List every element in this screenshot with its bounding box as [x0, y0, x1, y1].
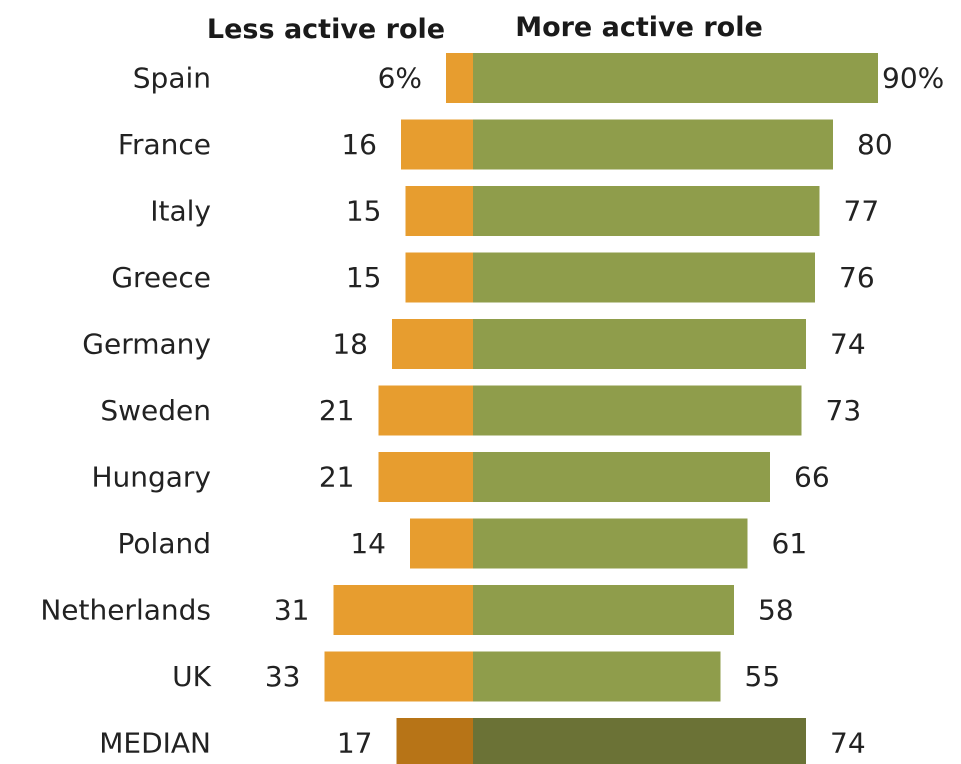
value-less-active-france: 16 — [341, 128, 377, 161]
bar-less-active-poland — [410, 518, 473, 569]
value-more-active-france: 80 — [857, 128, 893, 161]
value-more-active-hungary: 66 — [794, 461, 830, 494]
country-label-germany: Germany — [82, 328, 211, 361]
bar-less-active-netherlands — [333, 585, 473, 635]
value-less-active-netherlands: 31 — [274, 594, 310, 627]
bar-more-active-median — [473, 718, 806, 764]
value-more-active-germany: 74 — [830, 328, 866, 361]
country-label-uk: UK — [172, 660, 211, 693]
bar-more-active-hungary — [473, 452, 770, 502]
value-less-active-hungary: 21 — [319, 461, 355, 494]
value-less-active-italy: 15 — [346, 195, 382, 228]
value-less-active-sweden: 21 — [319, 394, 355, 427]
value-more-active-median: 74 — [830, 727, 866, 760]
value-less-active-spain: 6% — [378, 62, 422, 95]
bar-more-active-germany — [473, 319, 806, 369]
bar-more-active-uk — [473, 651, 721, 702]
bar-less-active-uk — [324, 651, 473, 702]
value-less-active-poland: 14 — [350, 527, 386, 560]
value-more-active-sweden: 73 — [826, 394, 862, 427]
country-label-italy: Italy — [150, 195, 211, 228]
country-label-hungary: Hungary — [91, 461, 211, 494]
bar-less-active-greece — [405, 252, 473, 303]
bar-more-active-spain — [473, 53, 878, 103]
value-less-active-median: 17 — [337, 727, 373, 760]
bar-less-active-hungary — [378, 452, 473, 502]
value-more-active-poland: 61 — [772, 527, 808, 560]
country-label-france: France — [118, 128, 211, 161]
bar-less-active-sweden — [378, 385, 473, 436]
bars-group: Spain 6% 90% France 16 80 Italy 15 77 Greece 15 76 G… — [40, 53, 944, 764]
bar-less-active-france — [401, 119, 473, 170]
country-label-greece: Greece — [111, 261, 211, 294]
bar-more-active-italy — [473, 186, 820, 236]
country-label-spain: Spain — [133, 62, 211, 95]
value-less-active-germany: 18 — [332, 328, 368, 361]
bar-more-active-greece — [473, 252, 815, 303]
bar-less-active-germany — [392, 319, 473, 369]
value-less-active-uk: 33 — [265, 660, 301, 693]
value-less-active-greece: 15 — [346, 261, 382, 294]
bar-less-active-spain — [446, 53, 473, 103]
country-label-poland: Poland — [118, 527, 211, 560]
bar-more-active-sweden — [473, 385, 802, 436]
bar-less-active-italy — [405, 186, 473, 236]
value-more-active-italy: 77 — [844, 195, 880, 228]
left-series-header: Less active role — [207, 14, 445, 45]
bar-more-active-france — [473, 119, 833, 170]
value-more-active-greece: 76 — [839, 261, 875, 294]
country-label-median: MEDIAN — [99, 727, 211, 760]
right-series-header: More active role — [515, 12, 763, 43]
bar-more-active-poland — [473, 518, 748, 569]
country-label-sweden: Sweden — [100, 394, 211, 427]
value-more-active-netherlands: 58 — [758, 594, 794, 627]
bar-more-active-netherlands — [473, 585, 734, 635]
bar-less-active-median — [396, 718, 473, 764]
value-more-active-uk: 55 — [745, 660, 781, 693]
country-label-netherlands: Netherlands — [40, 594, 211, 627]
value-more-active-spain: 90% — [882, 62, 944, 95]
